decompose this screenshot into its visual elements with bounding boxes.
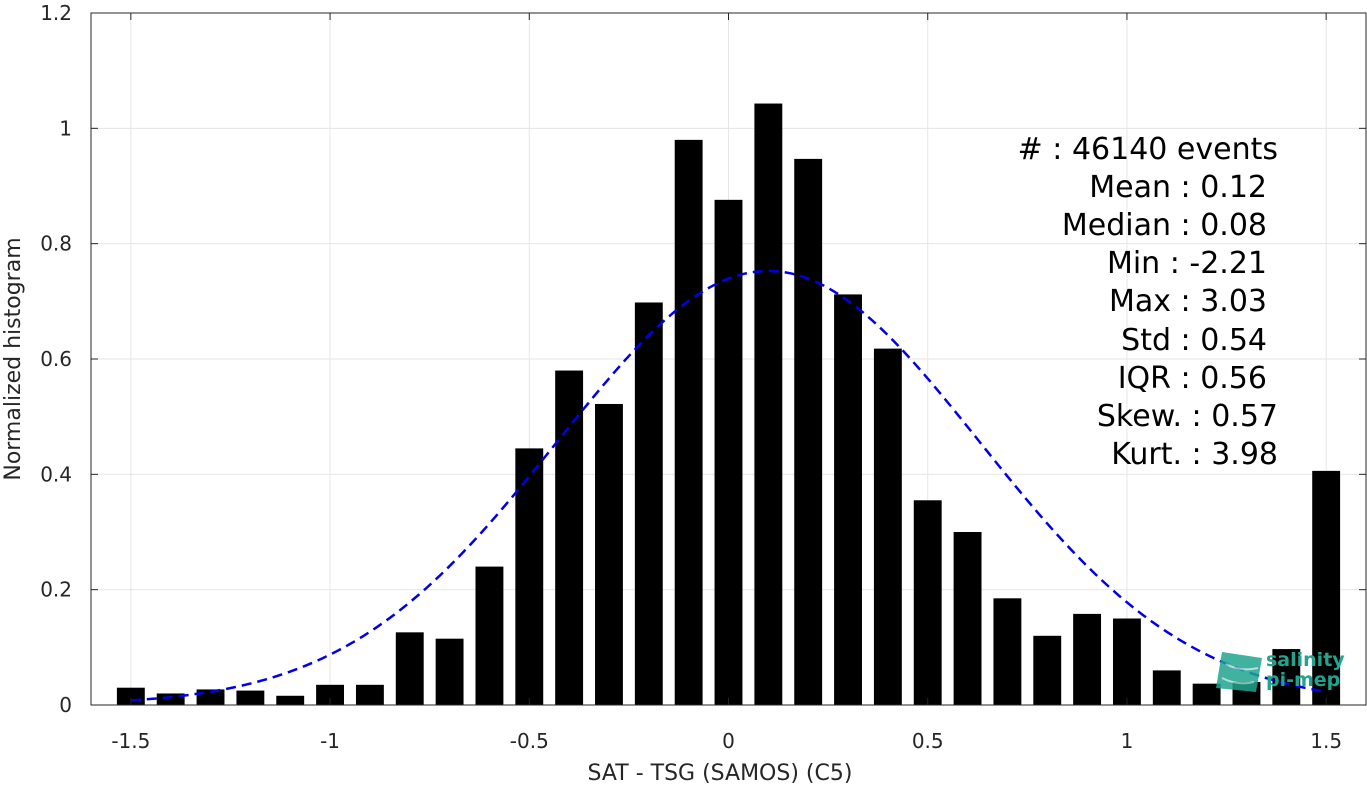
x-tick-label: -1: [320, 729, 340, 753]
stat-min: Min : -2.21: [1107, 246, 1267, 281]
histogram-bar: [1272, 649, 1301, 705]
histogram-bar: [714, 199, 743, 705]
logo-text-line1: salinity: [1266, 649, 1345, 671]
stat-median: Median : 0.08: [1062, 208, 1267, 243]
histogram-bar: [555, 370, 584, 705]
histogram-bar: [674, 139, 703, 705]
x-axis-title: SAT - TSG (SAMOS) (C5): [588, 761, 853, 785]
histogram-bar: [236, 690, 265, 705]
histogram-bar: [1112, 618, 1141, 705]
histogram-bar: [276, 695, 305, 705]
normal-fit-curve: [130, 269, 1327, 702]
stat-skew: Skew. : 0.57: [1097, 399, 1278, 434]
stat-mean: Mean : 0.12: [1089, 170, 1267, 205]
stat-iqr: IQR : 0.56: [1118, 361, 1267, 396]
histogram-bar: [1192, 683, 1221, 705]
histogram-bar: [634, 302, 663, 705]
logo-text-line2: pi-mep: [1266, 669, 1340, 691]
y-tick-labels: 0 0.2 0.4 0.6 0.8 1 1.2: [40, 1, 72, 717]
histogram-bar: [395, 632, 424, 705]
stat-events: # : 46140 events: [1018, 132, 1278, 167]
histogram-bar: [1312, 470, 1341, 705]
bars: [116, 103, 1341, 705]
histogram-bar: [355, 684, 384, 705]
y-tick-label: 1: [59, 116, 72, 140]
x-tick-label: -1.5: [111, 729, 150, 753]
y-tick-label: 0.8: [40, 232, 72, 256]
histogram-bar: [435, 638, 464, 705]
y-tick-label: 0.4: [40, 462, 72, 486]
histogram-bar: [1073, 613, 1102, 705]
stat-max: Max : 3.03: [1109, 284, 1267, 319]
histogram-bar: [156, 693, 185, 705]
histogram-bar: [834, 294, 862, 705]
histogram-bar: [794, 158, 823, 705]
histogram-bar: [913, 500, 942, 705]
x-tick-label: 1: [1121, 729, 1134, 753]
x-tick-labels: -1.5 -1 -0.5 0 0.5 1 1.5: [111, 729, 1342, 753]
histogram-bar: [993, 598, 1022, 705]
stats-box: # : 46140 events Mean : 0.12 Median : 0.…: [1018, 132, 1278, 472]
x-tick-label: 0.5: [912, 729, 944, 753]
axis-ticks: [91, 12, 1366, 706]
y-tick-label: 0: [59, 693, 72, 717]
histogram-bar: [515, 448, 544, 705]
histogram-bar: [754, 103, 783, 705]
x-tick-label: 0: [722, 729, 735, 753]
y-tick-label: 0.6: [40, 347, 72, 371]
histogram-bar: [595, 403, 623, 705]
salinity-pimep-logo: salinity pi-mep: [1216, 649, 1345, 692]
logo-mark-icon: [1216, 652, 1262, 692]
histogram-bar: [475, 566, 504, 705]
histogram-bar: [1033, 635, 1062, 705]
histogram-bar: [1152, 670, 1181, 705]
y-tick-label: 1.2: [40, 1, 72, 25]
histogram-bar: [316, 684, 345, 705]
stat-std: Std : 0.54: [1121, 323, 1267, 358]
x-tick-label: 1.5: [1310, 729, 1342, 753]
x-tick-label: -0.5: [510, 729, 549, 753]
histogram-bar: [953, 532, 982, 705]
y-tick-label: 0.2: [40, 578, 72, 602]
histogram-bar: [873, 348, 902, 705]
stat-kurt: Kurt. : 3.98: [1111, 437, 1278, 472]
y-axis-title: Normalized histogram: [1, 237, 26, 480]
